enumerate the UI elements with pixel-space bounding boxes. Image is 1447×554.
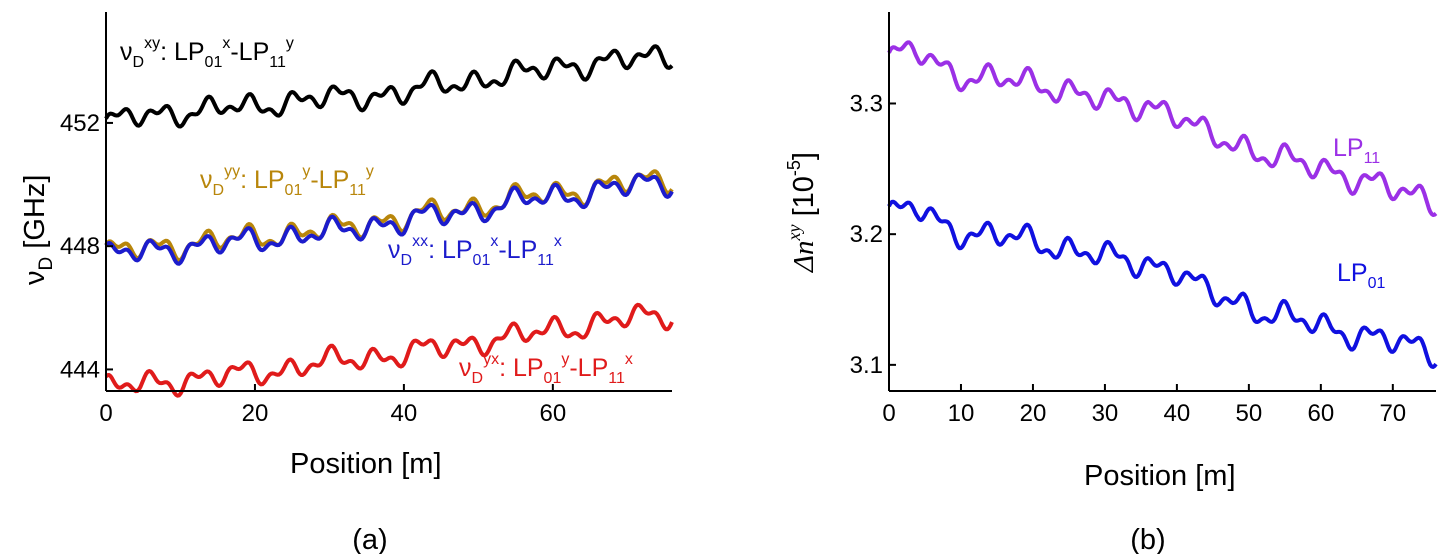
label-vd-xy: νDxy: LP01x-LP11y [120, 35, 294, 71]
label-vd-yy: νDyy: LP01y-LP11y [200, 163, 374, 199]
chart-b-x-label: Position [m] [1084, 460, 1236, 492]
chart-b-x-tick-label: 60 [1307, 400, 1334, 427]
chart-b-x-tick-label: 40 [1164, 400, 1191, 427]
chart-a-caption: (a) [352, 524, 387, 554]
series-line-νD_yx [104, 302, 674, 398]
chart-a-x-tick-label: 40 [391, 400, 418, 427]
chart-a-y-tick-label: 448 [60, 233, 100, 260]
chart-b-x-tick-label: 70 [1379, 400, 1406, 427]
label-vd-xx: νDxx: LP01x-LP11x [388, 233, 562, 269]
chart-a-x-tick-label: 60 [539, 400, 566, 427]
chart-b-y-tick-label: 3.3 [850, 90, 883, 117]
chart-a-y-tick-label: 452 [60, 110, 100, 137]
chart-b-y-tick-label: 3.1 [850, 352, 883, 379]
chart-a-plot-area [104, 44, 674, 398]
chart-b-x-tick-label: 20 [1020, 400, 1047, 427]
chart-b-y-tick-label: 3.2 [850, 221, 883, 248]
chart-b-caption: (b) [1130, 524, 1165, 554]
series-line-νD_xx [104, 172, 674, 266]
series-line-LP11 [887, 40, 1438, 217]
chart-b-x-tick-label: 0 [882, 400, 895, 427]
label-vd-yx: νDyx: LP01y-LP11x [459, 351, 633, 387]
label-lp11: LP11 [1333, 134, 1380, 167]
chart-b-plot-area [887, 40, 1438, 369]
chart-a-x-tick-label: 0 [99, 400, 112, 427]
chart-a: 0 20 40 60 444 448 452 Position [m] νD [GHz] (… [19, 12, 674, 554]
chart-b-y-label: Δnxy [10-5] [784, 152, 820, 273]
chart-b-x-tick-label: 10 [948, 400, 975, 427]
chart-b-x-tick-label: 50 [1236, 400, 1263, 427]
series-line-LP01 [887, 199, 1438, 369]
series-line-νD_xy [104, 44, 674, 129]
chart-a-x-tick-label: 20 [242, 400, 269, 427]
chart-a-y-tick-label: 444 [60, 356, 100, 383]
chart-b-x-tick-label: 30 [1092, 400, 1119, 427]
chart-a-y-label: νD [GHz] [19, 175, 57, 285]
chart-b: 0 10 20 30 40 50 60 70 3.1 3.2 3.3 Position [m] Δn… [784, 12, 1438, 554]
chart-a-x-label: Position [m] [290, 448, 442, 480]
label-lp01: LP01 [1337, 259, 1385, 292]
